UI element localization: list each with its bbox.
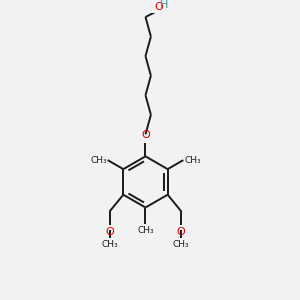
Text: CH₃: CH₃ xyxy=(101,240,118,249)
Text: O: O xyxy=(177,226,186,237)
Text: CH₃: CH₃ xyxy=(137,226,154,235)
Text: CH₃: CH₃ xyxy=(173,240,190,249)
Text: CH₃: CH₃ xyxy=(184,156,201,165)
Text: O: O xyxy=(155,2,164,12)
Text: H: H xyxy=(160,0,168,10)
Text: CH₃: CH₃ xyxy=(90,156,107,165)
Text: O: O xyxy=(105,226,114,237)
Text: O: O xyxy=(141,130,150,140)
